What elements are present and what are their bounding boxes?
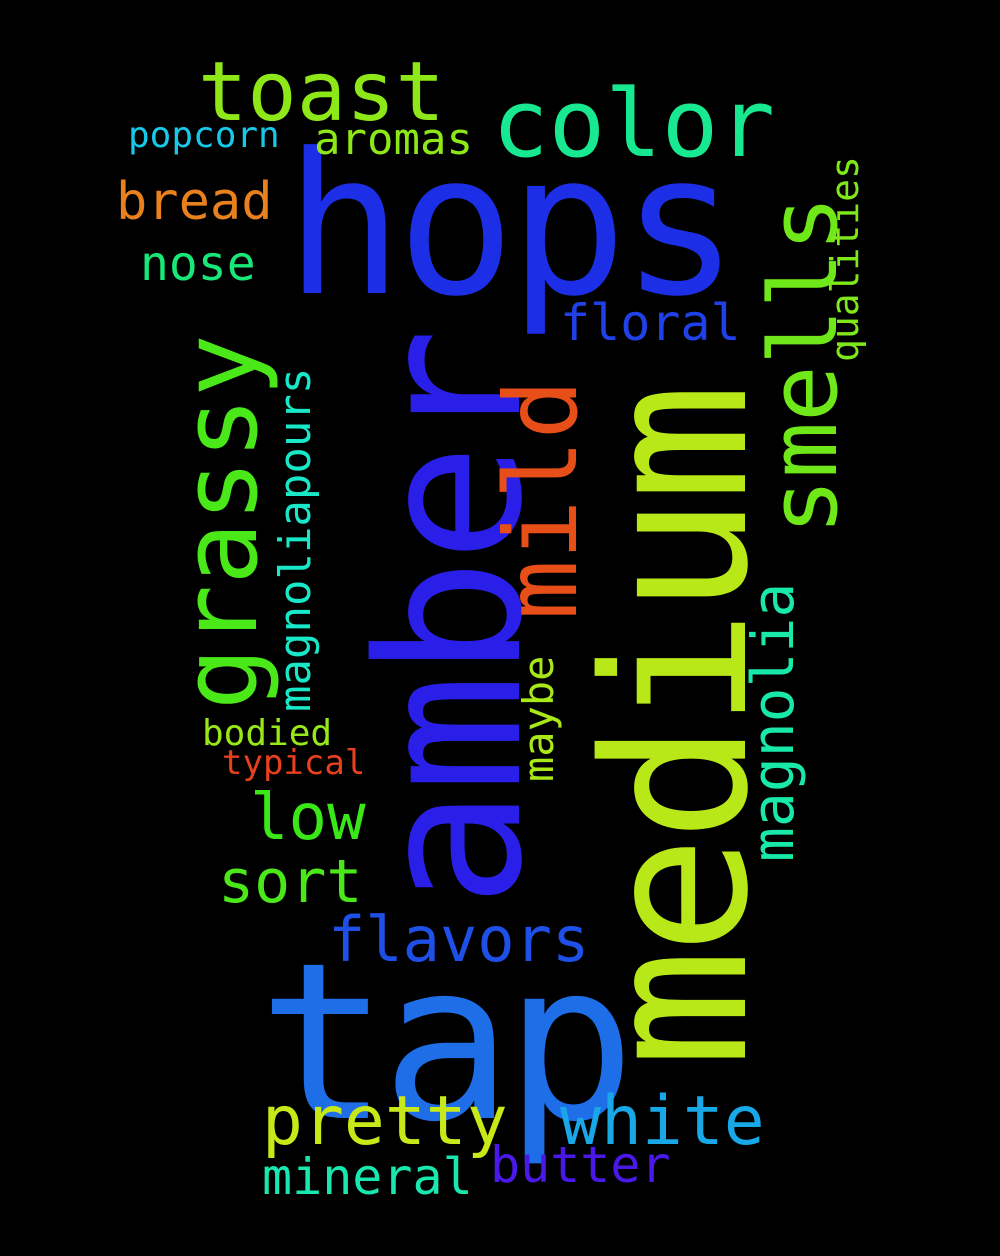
word-hops: hops bbox=[285, 112, 739, 340]
word-grassy: grassy bbox=[159, 334, 281, 710]
word-qualities: qualities bbox=[823, 156, 867, 362]
word-magnoliapours: magnoliapours bbox=[270, 367, 321, 712]
word-toast: toast bbox=[198, 45, 445, 140]
word-bread: bread bbox=[116, 172, 273, 232]
word-color: color bbox=[492, 70, 775, 179]
word-butter: butter bbox=[490, 1136, 671, 1194]
word-flavors: flavors bbox=[328, 903, 590, 976]
word-white: white bbox=[560, 1082, 765, 1161]
word-maybe: maybe bbox=[514, 655, 563, 782]
word-low: low bbox=[250, 781, 366, 855]
word-aromas: aromas bbox=[314, 114, 473, 165]
word-mineral: mineral bbox=[262, 1148, 473, 1206]
word-pretty: pretty bbox=[262, 1082, 508, 1161]
word-tap: tap bbox=[258, 917, 636, 1170]
word-bodied: bodied bbox=[202, 713, 333, 754]
word-sort: sort bbox=[218, 847, 363, 917]
word-mild: mild bbox=[483, 379, 600, 620]
word-nose: nose bbox=[140, 236, 256, 292]
word-typical: typical bbox=[222, 743, 366, 783]
word-magnolia: magnolia bbox=[739, 582, 807, 862]
word-popcorn: popcorn bbox=[128, 115, 280, 156]
word-floral: floral bbox=[560, 294, 741, 352]
